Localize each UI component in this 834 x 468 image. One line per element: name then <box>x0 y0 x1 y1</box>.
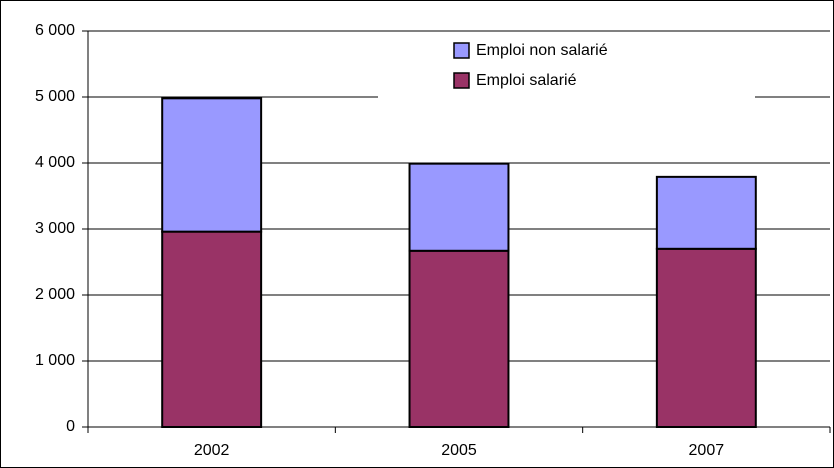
bar-segment <box>655 175 757 250</box>
bar-segment <box>161 230 263 428</box>
y-tick-label: 0 <box>66 418 75 435</box>
bar-segment <box>408 249 510 428</box>
legend-label: Emploi non salarié <box>476 42 608 59</box>
legend-swatch <box>453 42 470 59</box>
legend-background <box>378 33 755 105</box>
bar-segment <box>655 247 757 428</box>
y-tick-label: 6 000 <box>35 22 75 39</box>
legend-swatch <box>453 72 470 89</box>
y-tick-label: 2 000 <box>35 286 75 303</box>
x-tick-label: 2002 <box>194 442 230 459</box>
legend-label: Emploi salarié <box>476 72 577 89</box>
x-tick-label: 2005 <box>441 442 477 459</box>
x-tick-label: 2007 <box>689 442 725 459</box>
bar-segment <box>161 97 263 233</box>
y-tick-label: 1 000 <box>35 352 75 369</box>
y-tick-label: 5 000 <box>35 88 75 105</box>
y-tick-label: 3 000 <box>35 220 75 237</box>
bar-segment <box>408 162 510 252</box>
y-tick-label: 4 000 <box>35 154 75 171</box>
